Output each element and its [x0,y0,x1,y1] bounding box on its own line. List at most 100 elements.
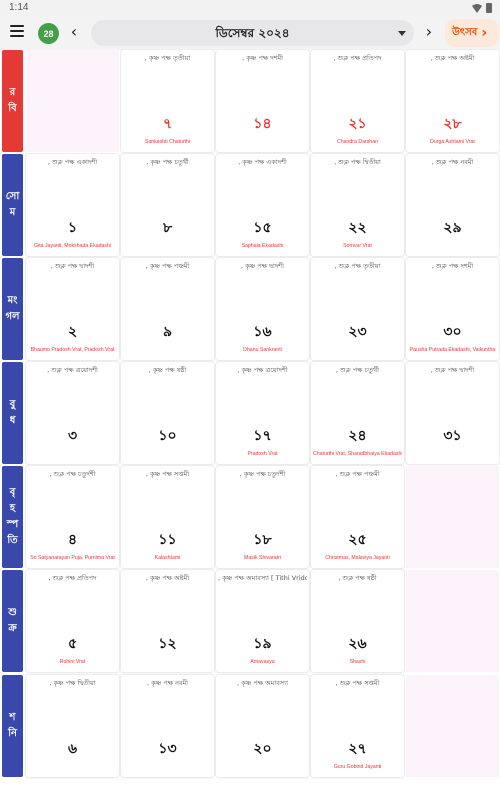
date-number: ২৮ [443,116,462,132]
event-label: Dhanu Sankranti [243,347,282,353]
tithi-label: , কৃষ্ণ পক্ষ চতুর্দশী [239,470,286,478]
tithi-label: , কৃষ্ণ পক্ষ নবমী [146,679,189,687]
date-cell[interactable]: , কৃষ্ণ পক্ষ ষষ্ঠী ১০ [121,362,214,464]
event-label: Pausha Putrada Ekadashi, Vaikuntha [409,347,496,353]
weekday-label-line: র [9,87,16,98]
date-cell[interactable]: , কৃষ্ণ পক্ষ ত্রয়োদশী ১৭ Pradosh Vrat [216,362,309,464]
tithi-label: , শুক্ল পক্ষ চতুর্দশী [49,470,96,478]
date-cell[interactable]: , শুক্ল পক্ষ পঞ্চমী ২৫ Christmas, Malaviya… [311,466,404,568]
date-number: ১৭ [253,428,272,444]
tithi-label: , কৃষ্ণ পক্ষ অমাবস্যা [ Tithi Vriddhi ] [218,574,307,582]
date-number: ২৯ [443,220,462,236]
chevron-right-icon: › [481,25,488,41]
date-number: ২০ [253,741,272,757]
date-number: ১ [67,220,78,236]
utsab-button[interactable]: উৎসব › [445,19,499,47]
date-cell[interactable]: , শুক্ল পক্ষ চতুর্দশী ৪ Sri Satyanarayan P… [26,466,119,568]
tithi-label: , কৃষ্ণ পক্ষ দ্বাদশী [240,262,284,270]
date-cell[interactable]: , শুক্ল পক্ষ একাদশী ১ Gita Jayanti, Moksha… [26,154,119,256]
tithi-label: , শুক্ল পক্ষ সপ্তমী [335,679,380,687]
weekday-label-line: বু [9,399,16,410]
today-badge[interactable]: 28 [38,23,59,44]
date-cell[interactable]: , কৃষ্ণ পক্ষ সপ্তমী ১১ Kalashtami [121,466,214,568]
weekday-label-line: স্প [6,519,19,530]
weekday-label-line: ম [9,207,16,218]
status-icons [472,3,492,13]
weekday-label-line: সো [5,191,20,202]
date-cell[interactable]: , কৃষ্ণ পক্ষ একাদশী ১৫ Saphala Ekadashi [216,154,309,256]
app-bar: 28 ‹ ডিসেম্বর ২০২৪ › উৎসব › [0,16,500,50]
weekday-label: মং গল [2,258,23,360]
weekday-label: বু ধ [2,362,23,464]
date-number: ১৩ [158,741,177,757]
date-cell[interactable]: , কৃষ্ণ পক্ষ চতুর্দশী ১৮ Masik Shivaratri [216,466,309,568]
tithi-label: , শুক্ল পক্ষ অষ্টমী [430,54,475,62]
prev-month-icon[interactable]: ‹ [70,22,78,41]
date-cell[interactable]: , শুক্ল পক্ষ দ্বাদশী ২ Bhaumo Pradosh Vrat… [26,258,119,360]
date-cell[interactable]: , শুক্ল পক্ষ অষ্টমী ২৮ Durga Ashtami Vrat [406,50,499,152]
event-label: Guru Gobind Jayanti [333,764,382,770]
tithi-label: , কৃষ্ণ পক্ষ সপ্তমী [145,470,190,478]
date-number: ৩ [67,428,78,444]
weekday-label-line: হ [9,503,16,514]
tithi-label: , শুক্ল পক্ষ ষষ্ঠী [338,574,377,582]
event-label: Sankashti Chaturthi [144,139,191,145]
date-cell[interactable]: , কৃষ্ণ পক্ষ পঞ্চমী ৯ [121,258,214,360]
empty-cell [26,50,119,152]
date-number: ৪ [67,532,78,548]
menu-icon[interactable] [10,25,24,39]
date-number: ৯ [162,324,173,340]
date-cell[interactable]: , কৃষ্ণ পক্ষ দশমী ১৪ [216,50,309,152]
date-cell[interactable]: , শুক্ল পক্ষ প্রতিপদ ৫ Rohini Vrat [26,570,119,672]
month-selector[interactable]: ডিসেম্বর ২০২৪ [91,20,414,46]
date-cell[interactable]: , শুক্ল পক্ষ সপ্তমী ২৭ Guru Gobind Jayanti [311,675,404,777]
tithi-label: , শুক্ল পক্ষ ত্রয়োদশী [47,366,98,374]
date-cell[interactable]: , কৃষ্ণ পক্ষ দ্বাদশী ১৬ Dhanu Sankranti [216,258,309,360]
date-cell[interactable]: , কৃষ্ণ পক্ষ অষ্টমী ১২ [121,570,214,672]
tithi-label: , শুক্ল পক্ষ দ্বিতীয়া [334,158,381,166]
date-cell[interactable]: , কৃষ্ণ পক্ষ তৃতীয়া ৭ Sankashti Chaturthi [121,50,214,152]
date-number: ১৫ [253,220,272,236]
event-label: Amavasya [250,659,275,665]
date-cell[interactable]: , শুক্ল পক্ষ ষষ্ঠী ২৬ Shashi [311,570,404,672]
next-month-icon[interactable]: › [425,22,433,41]
tithi-label: , শুক্ল পক্ষ পঞ্চমী [335,470,380,478]
date-cell[interactable]: , শুক্ল পক্ষ দ্বিতীয়া ২২ Somvar Vrat [311,154,404,256]
date-cell[interactable]: , শুক্ল পক্ষ চতুর্থী ২৪ Chaturthi Vrat, Sh… [311,362,404,464]
tithi-label: , শুক্ল পক্ষ চতুর্থী [335,366,380,374]
date-cell[interactable]: , শুক্ল পক্ষ নবমী ২৯ [406,154,499,256]
date-cell[interactable]: , কৃষ্ণ পক্ষ নবমী ১৩ [121,675,214,777]
date-number: ২৪ [348,428,367,444]
weekday-label-line: তি [7,535,18,546]
tithi-label: , কৃষ্ণ পক্ষ একাদশী [238,158,287,166]
event-label: Pradosh Vrat [247,451,278,457]
date-number: ১০ [158,428,177,444]
date-cell[interactable]: , কৃষ্ণ পক্ষ চতুর্থী ৮ [121,154,214,256]
date-cell[interactable]: , শুক্ল পক্ষ দশমী ৩০ Pausha Putrada Ekadas… [406,258,499,360]
tithi-label: , কৃষ্ণ পক্ষ পঞ্চমী [145,262,190,270]
date-number: ৬ [67,741,78,757]
weekday-label-line: বৃ [9,487,16,498]
weekday-label-line: মং [7,295,18,306]
event-label: Kalashtami [154,555,181,561]
date-number: ২৫ [348,532,367,548]
status-time: 1:14 [9,2,29,13]
date-number: ১৬ [253,324,272,340]
date-cell[interactable]: , শুক্ল পক্ষ দ্বাদশী ৩১ [406,362,499,464]
weekday-label-line: ধ [9,415,16,426]
weekday-label: বৃ হ স্প তি [2,466,23,568]
tithi-label: , শুক্ল পক্ষ দ্বাদশী [430,366,475,374]
date-number: ২৩ [348,324,367,340]
weekday-label: শু ক্র [2,570,23,672]
tithi-label: , শুক্ল পক্ষ একাদশী [47,158,98,166]
date-number: ১২ [158,636,177,652]
calendar-grid: র বি , কৃষ্ণ পক্ষ তৃতীয়া ৭ Sankashti Chatur… [0,50,500,780]
date-cell[interactable]: , কৃষ্ণ পক্ষ অমাবস্যা ২০ [216,675,309,777]
date-cell[interactable]: , কৃষ্ণ পক্ষ অমাবস্যা [ Tithi Vriddhi ] ১… [216,570,309,672]
date-cell[interactable]: , শুক্ল পক্ষ ত্রয়োদশী ৩ [26,362,119,464]
event-label: Durga Ashtami Vrat [430,139,475,145]
tithi-label: , কৃষ্ণ পক্ষ তৃতীয়া [144,54,191,62]
date-cell[interactable]: , শুক্ল পক্ষ প্রতিপদ ২১ Chandra Darshan [311,50,404,152]
date-cell[interactable]: , শুক্ল পক্ষ তৃতীয়া ২৩ [311,258,404,360]
date-cell[interactable]: , কৃষ্ণ পক্ষ দ্বিতীয়া ৬ [26,675,119,777]
